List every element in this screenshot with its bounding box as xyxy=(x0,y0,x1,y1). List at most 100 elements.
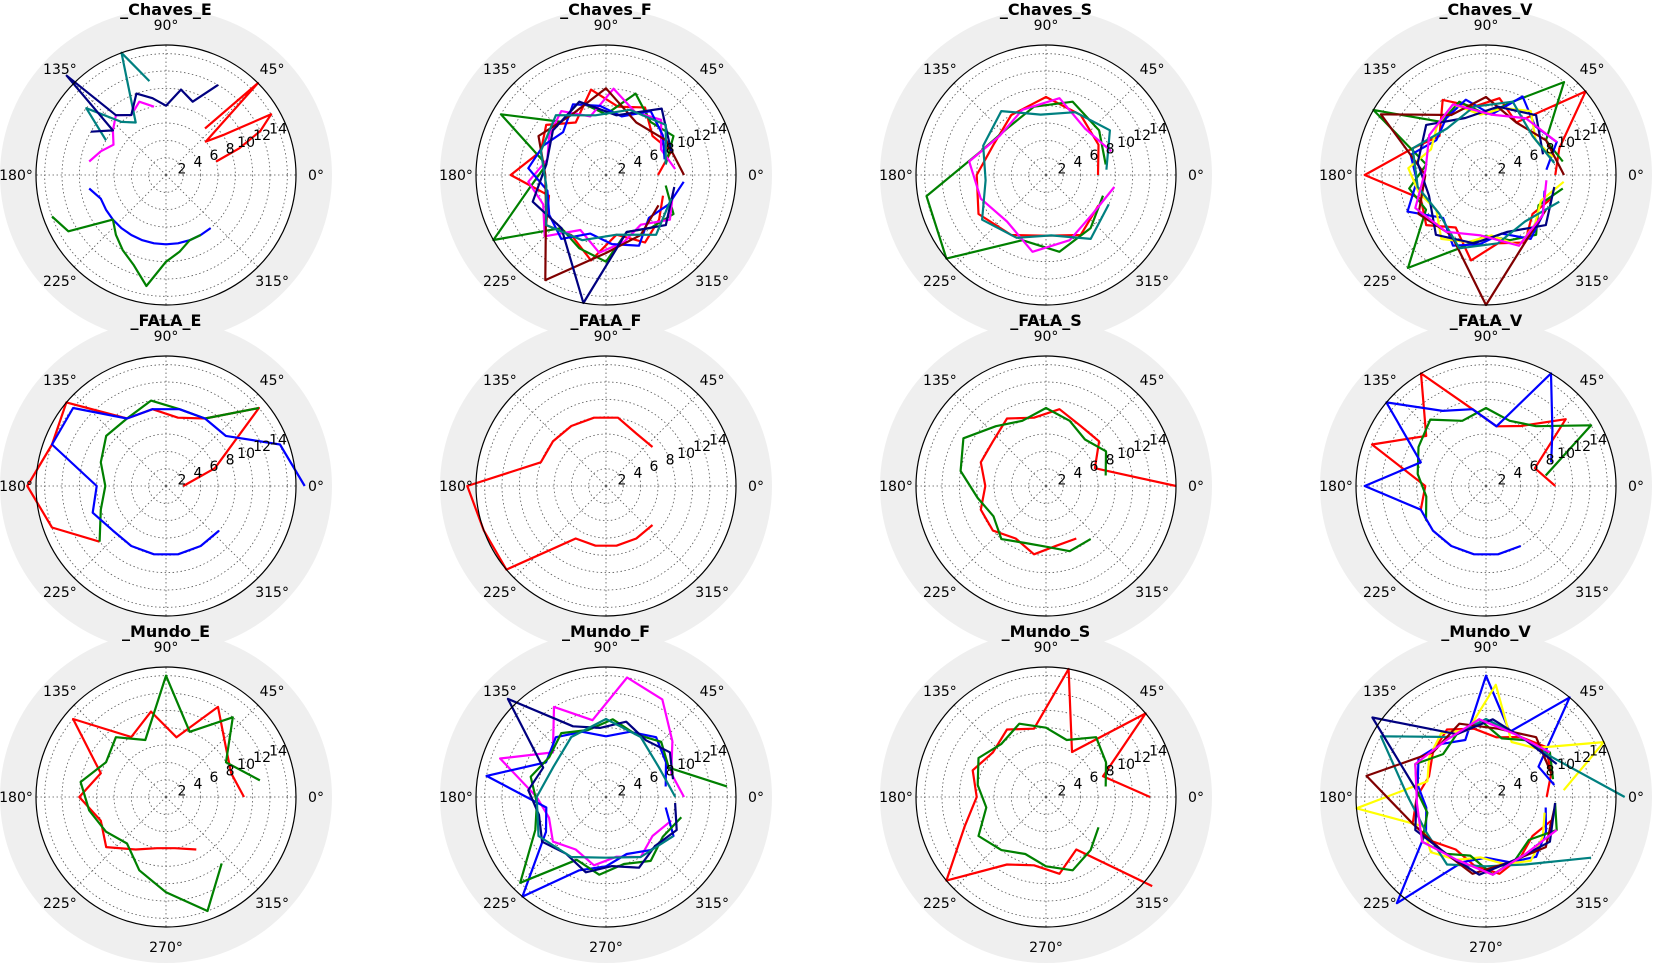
angle-tick-label: 135° xyxy=(1363,62,1397,78)
radial-tick-label: 12 xyxy=(1133,439,1151,455)
angle-tick-label: 315° xyxy=(1135,274,1169,290)
angle-tick-label: 135° xyxy=(483,373,517,389)
angle-tick-label: 45° xyxy=(260,684,285,700)
series-line-4 xyxy=(980,109,1112,240)
angle-tick-label: 315° xyxy=(695,896,729,912)
angular-gridline xyxy=(953,174,1047,268)
angular-gridline xyxy=(73,796,167,890)
angle-tick-label: 225° xyxy=(923,896,957,912)
polar-frame xyxy=(1355,44,1617,306)
radial-tick-label: 14 xyxy=(1149,122,1167,138)
angular-gridline xyxy=(165,796,259,890)
radial-tick-label: 12 xyxy=(693,439,711,455)
series-line-6 xyxy=(531,100,676,305)
angular-gridline xyxy=(1045,704,1139,798)
angular-gridline xyxy=(605,704,699,798)
radial-tick-label: 4 xyxy=(1514,777,1523,793)
radial-tick-label: 4 xyxy=(1074,466,1083,482)
series-line-2 xyxy=(1416,406,1593,521)
plot-title: _FALA_F xyxy=(571,311,642,330)
angular-gridline xyxy=(1393,704,1487,798)
series-line-4 xyxy=(88,100,155,163)
radial-gridline xyxy=(1010,450,1082,522)
angle-tick-label: 135° xyxy=(483,684,517,700)
angle-tick-label: 315° xyxy=(1135,896,1169,912)
angular-gridline xyxy=(605,485,699,579)
radial-gridline xyxy=(518,709,694,885)
radial-gridline xyxy=(570,761,642,833)
angular-gridline xyxy=(513,393,607,487)
angle-tick-label: 315° xyxy=(255,585,289,601)
angle-tick-label: 225° xyxy=(1363,585,1397,601)
polar-frame xyxy=(35,44,297,306)
radial-tick-label: 12 xyxy=(693,750,711,766)
polar-plot-6: 24681012140°45°90°135°180°225°270°315°_F… xyxy=(439,311,772,652)
series-line-2 xyxy=(925,100,1107,260)
radial-tick-label: 10 xyxy=(1117,135,1135,151)
angular-gridline xyxy=(165,82,259,176)
radial-tick-label: 14 xyxy=(269,744,287,760)
radial-gridline xyxy=(1398,398,1574,574)
radial-tick-label: 10 xyxy=(1557,446,1575,462)
radial-tick-label: 12 xyxy=(1133,750,1151,766)
radial-tick-label: 8 xyxy=(226,764,235,780)
series-line-2 xyxy=(959,406,1108,553)
angle-tick-label: 45° xyxy=(700,62,725,78)
radial-tick-label: 2 xyxy=(178,161,187,177)
angle-tick-label: 180° xyxy=(879,790,913,806)
angular-gridline xyxy=(513,82,607,176)
radial-tick-label: 2 xyxy=(618,783,627,799)
angle-tick-label: 90° xyxy=(1034,18,1059,34)
angular-gridline xyxy=(953,393,1047,487)
angle-tick-label: 135° xyxy=(923,684,957,700)
polar-frame xyxy=(475,44,737,306)
radial-tick-label: 4 xyxy=(634,155,643,171)
angle-tick-label: 45° xyxy=(1140,684,1165,700)
radial-tick-label: 10 xyxy=(677,135,695,151)
series-line-5 xyxy=(1379,95,1565,307)
radial-tick-label: 6 xyxy=(1090,148,1099,164)
angular-gridline xyxy=(1485,82,1579,176)
radial-tick-label: 8 xyxy=(666,142,675,158)
radial-gridline xyxy=(570,450,642,522)
radial-tick-label: 10 xyxy=(1117,757,1135,773)
angle-tick-label: 0° xyxy=(308,479,324,495)
radial-tick-label: 12 xyxy=(253,439,271,455)
radial-tick-label: 4 xyxy=(194,155,203,171)
angle-tick-label: 225° xyxy=(43,896,77,912)
series-line-5 xyxy=(535,717,677,859)
series-line-5 xyxy=(85,51,151,141)
angle-tick-label: 0° xyxy=(748,790,764,806)
radial-gridline xyxy=(1450,761,1522,833)
radial-tick-label: 4 xyxy=(1074,777,1083,793)
plot-title: _FALA_V xyxy=(1450,311,1523,330)
radial-tick-label: 8 xyxy=(1106,764,1115,780)
angle-tick-label: 180° xyxy=(439,168,473,184)
angle-tick-label: 90° xyxy=(594,640,619,656)
polar-plot-8: 24681012140°45°90°135°180°225°270°315°_F… xyxy=(1319,311,1652,652)
angular-gridline xyxy=(1045,393,1139,487)
angular-gridline xyxy=(165,393,259,487)
angle-tick-label: 90° xyxy=(1034,640,1059,656)
angle-tick-label: 270° xyxy=(589,940,623,956)
polar-plot-4: 24681012140°45°90°135°180°225°270°315°_C… xyxy=(1319,0,1652,341)
angle-tick-label: 45° xyxy=(260,373,285,389)
angle-tick-label: 225° xyxy=(483,274,517,290)
radial-gridline xyxy=(1450,139,1522,211)
series-line-1 xyxy=(1363,90,1587,262)
angular-gridline xyxy=(1485,796,1579,890)
radial-tick-label: 4 xyxy=(634,777,643,793)
polar-plot-3: 24681012140°45°90°135°180°225°270°315°_C… xyxy=(879,0,1212,341)
radial-tick-label: 14 xyxy=(269,433,287,449)
angular-gridline xyxy=(165,174,259,268)
radial-tick-label: 10 xyxy=(677,757,695,773)
angular-gridline xyxy=(1485,393,1579,487)
radial-tick-label: 2 xyxy=(178,783,187,799)
angle-tick-label: 225° xyxy=(1363,274,1397,290)
polar-frame xyxy=(35,355,297,617)
radial-tick-label: 14 xyxy=(1589,433,1607,449)
angle-tick-label: 135° xyxy=(43,373,77,389)
radial-tick-label: 12 xyxy=(1573,750,1591,766)
radial-tick-label: 8 xyxy=(1106,453,1115,469)
angle-tick-label: 0° xyxy=(1188,479,1204,495)
